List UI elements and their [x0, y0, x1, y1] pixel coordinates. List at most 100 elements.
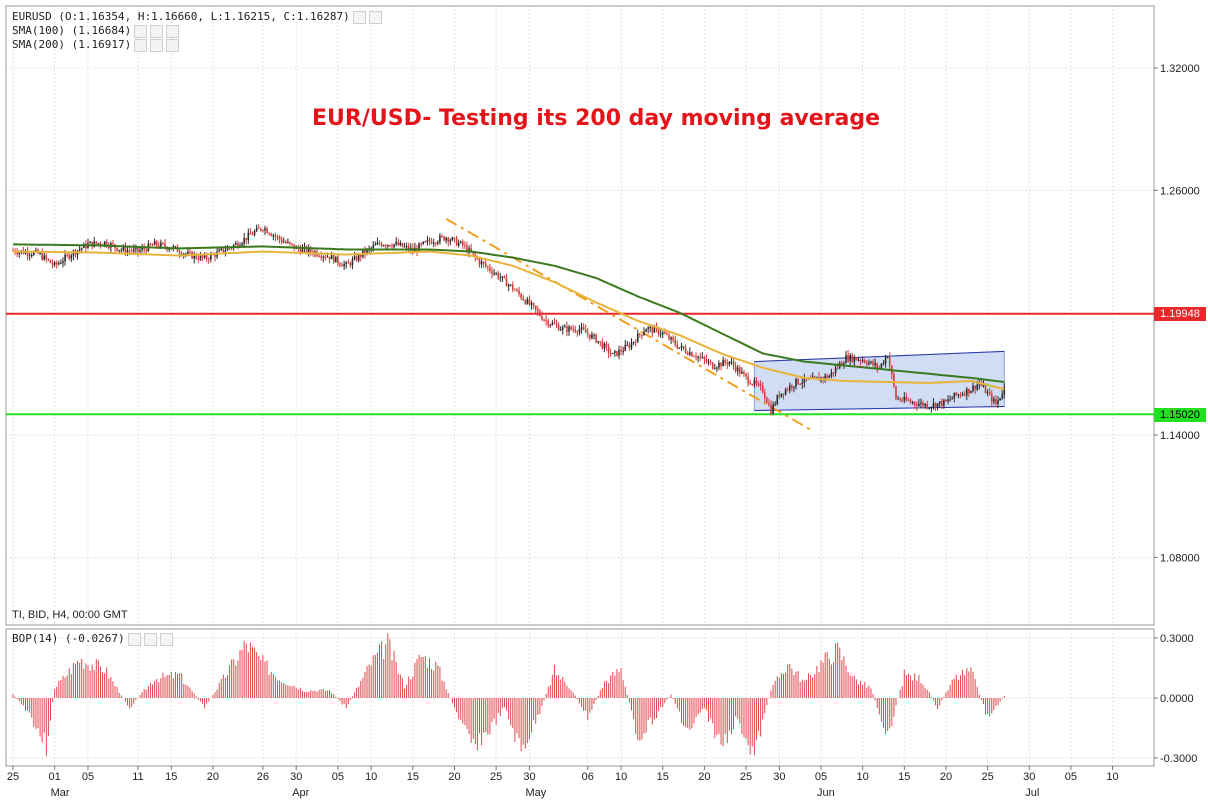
candle-body	[220, 248, 223, 250]
candle-body	[58, 263, 60, 265]
candle-body	[18, 251, 21, 254]
candle-body	[378, 242, 381, 244]
candle-body	[784, 389, 787, 395]
candle-body	[543, 319, 545, 321]
candle-body	[724, 360, 727, 363]
candle-body	[614, 351, 616, 353]
candle-body	[968, 388, 970, 394]
candle-body	[201, 255, 204, 258]
candle-body	[920, 402, 922, 404]
time-tick-label: 15	[165, 771, 177, 783]
bop-close-icon[interactable]	[159, 632, 173, 646]
candle-body	[301, 248, 304, 253]
candle-body	[632, 341, 635, 343]
sma100-close-icon[interactable]	[166, 24, 180, 38]
candle-body	[330, 255, 333, 260]
candle-body	[524, 300, 527, 304]
candle-body	[445, 237, 447, 241]
sma100-settings-icon[interactable]	[134, 24, 148, 38]
horizontal-levels	[6, 312, 1154, 416]
candle-body	[197, 258, 200, 260]
ohlc-legend-text: EURUSD (O:1.16354, H:1.16660, L:1.16215,…	[12, 10, 350, 23]
time-tick-label: 25	[7, 771, 19, 783]
candle-body	[332, 255, 335, 263]
legend-settings-icon[interactable]	[352, 10, 366, 24]
candle-body	[16, 252, 18, 254]
candle-body	[686, 352, 689, 355]
time-tick-label: 05	[815, 771, 827, 783]
candle-body	[872, 361, 874, 366]
candle-body	[399, 242, 402, 246]
bop-hide-icon[interactable]	[143, 632, 157, 646]
candle-body	[753, 380, 756, 385]
candle-body	[478, 259, 481, 265]
candle-body	[447, 237, 450, 242]
candle-body	[905, 396, 908, 401]
candle-body	[199, 255, 202, 260]
sma100-hide-icon[interactable]	[150, 24, 164, 38]
candle-body	[768, 403, 770, 405]
candle-body	[443, 236, 445, 241]
candle-body	[880, 363, 883, 368]
candle-body	[695, 356, 697, 358]
candle-body	[480, 261, 483, 265]
candle-body	[947, 399, 949, 402]
candle-body	[803, 377, 806, 383]
time-tick-label: 30	[523, 771, 535, 783]
bop-settings-icon[interactable]	[127, 632, 141, 646]
candle-body	[576, 331, 579, 333]
candle-body	[909, 400, 912, 403]
sma200-close-icon[interactable]	[166, 38, 180, 52]
time-tick-label: 15	[407, 771, 419, 783]
candle-body	[841, 363, 843, 365]
candle-body	[836, 367, 839, 369]
candle-body	[49, 260, 52, 264]
candle-body	[1003, 387, 1006, 395]
candle-body	[624, 344, 627, 351]
sma200-hide-icon[interactable]	[150, 38, 164, 52]
candle-body	[345, 262, 347, 265]
candle-body	[568, 326, 570, 332]
candle-body	[811, 376, 814, 379]
candle-body	[522, 298, 525, 301]
candle-body	[972, 385, 974, 391]
candle-body	[961, 394, 964, 396]
candle-body	[882, 363, 885, 365]
candle-body	[913, 402, 916, 405]
candle-body	[657, 328, 660, 335]
legend-hide-icon[interactable]	[368, 10, 382, 24]
candle-body	[91, 241, 93, 247]
candle-body	[328, 256, 331, 260]
time-axis: 25 01 05 11 15 20 26 30 05 10 15 20 25 30 06 10 15 20 25 30…	[7, 766, 1119, 799]
candle-body	[487, 266, 489, 268]
candle-body	[726, 362, 729, 365]
candle-body	[491, 270, 493, 274]
candle-body	[320, 256, 323, 258]
sma200-line	[13, 243, 1005, 383]
candle-body	[153, 241, 156, 246]
time-tick-label: 25	[740, 771, 752, 783]
candle-body	[107, 246, 110, 248]
candle-body	[539, 311, 541, 316]
candle-body	[959, 394, 962, 396]
candle-body	[474, 253, 477, 258]
time-tick-label: 11	[132, 771, 143, 783]
candle-body	[611, 352, 614, 354]
candle-body	[618, 349, 620, 356]
candle-body	[607, 346, 610, 354]
candle-body	[595, 334, 597, 343]
candle-body	[520, 294, 522, 299]
candle-body	[135, 247, 137, 249]
candle-body	[241, 243, 243, 246]
candle-body	[691, 352, 693, 357]
candle-body	[834, 367, 837, 373]
candle-body	[928, 407, 931, 409]
candle-body	[512, 284, 514, 290]
time-tick-label: 20	[207, 771, 219, 783]
candle-body	[384, 245, 387, 247]
sma200-settings-icon[interactable]	[134, 38, 148, 52]
candle-body	[580, 327, 583, 330]
candle-body	[397, 241, 400, 246]
candle-body	[255, 227, 258, 232]
candle-body	[170, 248, 173, 250]
